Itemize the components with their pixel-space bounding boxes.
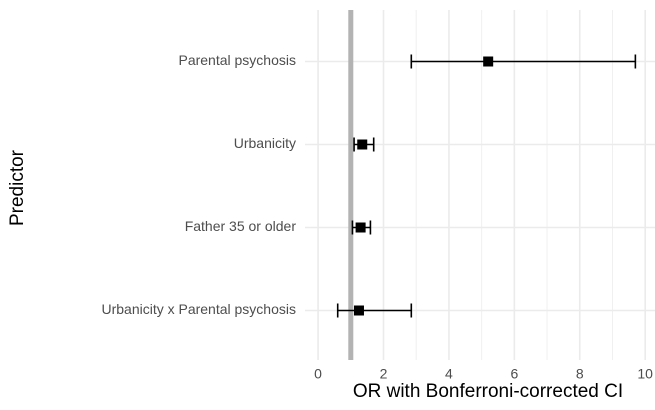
y-tick-label: Urbanicity x Parental psychosis [101, 301, 296, 317]
point [355, 222, 366, 233]
y-tick-label: Parental psychosis [178, 52, 296, 68]
y-axis-title: Predictor [7, 149, 28, 226]
x-tick-label: 2 [380, 366, 388, 382]
x-axis-title: OR with Bonferroni-corrected CI [353, 381, 623, 402]
point [353, 305, 364, 316]
x-tick-label: 4 [445, 366, 453, 382]
x-tick-label: 8 [576, 366, 584, 382]
x-tick-label: 6 [510, 366, 518, 382]
error-bar [336, 303, 413, 318]
error-bar [410, 54, 637, 69]
point [483, 56, 494, 67]
x-tick-label: 10 [637, 366, 653, 382]
y-tick-label: Urbanicity [234, 135, 296, 151]
point [357, 139, 368, 150]
x-tick-label: 0 [314, 366, 322, 382]
y-tick-label: Father 35 or older [185, 218, 297, 234]
